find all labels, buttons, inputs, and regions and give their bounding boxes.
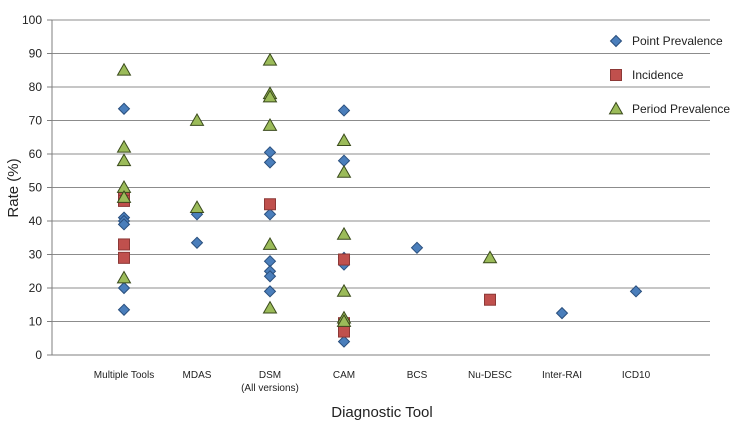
legend-label: Point Prevalence (632, 34, 723, 48)
incidence-point (338, 253, 350, 266)
period-prevalence-point (189, 112, 205, 126)
period-prevalence-point (116, 190, 132, 203)
period-prevalence-point (336, 164, 352, 178)
x-tick-label: Inter-RAI (542, 370, 582, 381)
x-tick-label: ICD10 (622, 370, 651, 381)
y-tick-label: 20 (29, 281, 43, 295)
point-prevalence-point (629, 285, 643, 298)
y-tick-label: 0 (35, 348, 42, 362)
period-prevalence-point (482, 250, 498, 264)
x-tick-label: CAM (333, 370, 355, 381)
y-tick-label: 90 (29, 47, 43, 61)
point-prevalence-point (337, 104, 351, 117)
period-prevalence-point (189, 200, 205, 213)
x-tick-sublabel: (All versions) (241, 383, 299, 394)
period-prevalence-point (336, 133, 352, 146)
period-prevalence-point (116, 270, 132, 284)
period-prevalence-point (262, 89, 278, 103)
y-tick-label: 80 (29, 80, 43, 94)
point-prevalence-point (410, 241, 424, 255)
legend-marker (608, 101, 624, 115)
legend-marker (609, 34, 623, 48)
x-tick-label: BCS (407, 370, 428, 381)
point-prevalence-point (555, 306, 569, 320)
point-prevalence-point (117, 102, 131, 115)
point-prevalence-point (263, 285, 277, 298)
legend-label: Incidence (632, 68, 684, 82)
y-axis-ticks: 0 10 20 30 40 50 60 70 80 90 100 (22, 13, 52, 362)
period-prevalence-point (336, 226, 352, 240)
legend-label: Period Prevalence (632, 102, 730, 116)
point-prevalence-point (337, 154, 351, 167)
period-prevalence-point (262, 52, 278, 66)
period-prevalence-point (116, 62, 132, 76)
x-tick-label: MDAS (183, 370, 212, 381)
incidence-point (484, 293, 496, 306)
y-tick-label: 40 (29, 214, 43, 228)
y-tick-label: 60 (29, 147, 43, 161)
point-prevalence-point (190, 236, 204, 249)
incidence-point (118, 238, 130, 251)
x-axis-title: Diagnostic Tool (331, 404, 432, 421)
x-axis-ticks: Multiple Tools MDAS DSM (All versions) CAM BC… (94, 370, 651, 394)
point-prevalence-point (337, 335, 351, 348)
y-tick-label: 30 (29, 248, 43, 262)
period-prevalence-point (262, 236, 278, 250)
incidence-point (338, 325, 350, 338)
point-prevalence-point (117, 303, 131, 316)
period-prevalence-point (116, 139, 132, 153)
period-prevalence-point (336, 283, 352, 297)
point-prevalence-point (117, 281, 131, 295)
incidence-point (118, 251, 130, 264)
y-tick-label: 70 (29, 114, 43, 128)
period-prevalence-point (116, 153, 132, 167)
period-prevalence-point (336, 313, 352, 327)
x-tick-label: Nu-DESC (468, 370, 512, 381)
incidence-point (264, 198, 276, 211)
point-prevalence-point (263, 156, 277, 169)
period-prevalence-point (262, 300, 278, 314)
y-tick-label: 10 (29, 315, 43, 329)
point-prevalence-point (263, 270, 277, 283)
gridlines (52, 19, 710, 322)
y-tick-label: 50 (29, 181, 43, 195)
point-prevalence-point (117, 218, 131, 231)
data-points (116, 52, 643, 348)
legend-marker (610, 69, 622, 81)
point-prevalence-point (263, 208, 277, 221)
x-tick-label: Multiple Tools (94, 370, 154, 381)
y-axis-title: Rate (%) (5, 158, 22, 217)
y-tick-label: 100 (22, 13, 42, 27)
x-tick-label: DSM (259, 370, 281, 381)
period-prevalence-point (262, 118, 278, 131)
legend: Point Prevalence Incidence Period Prevalen… (608, 34, 730, 116)
